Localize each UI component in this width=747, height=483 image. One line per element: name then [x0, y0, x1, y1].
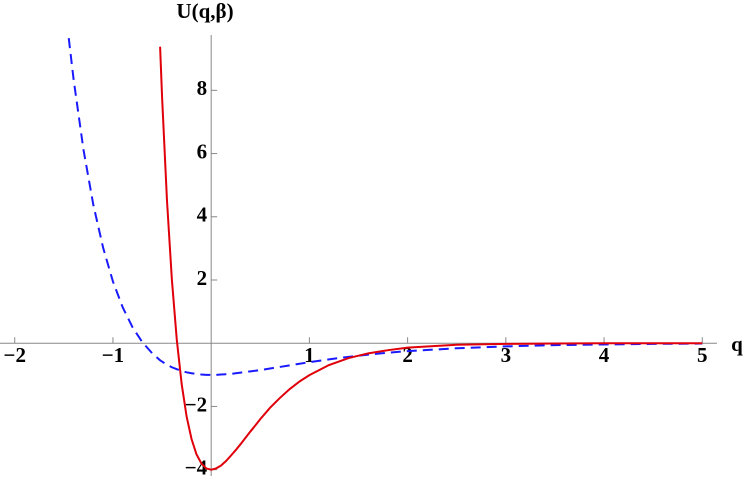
y-tick-label: −2	[185, 392, 207, 416]
series-line	[159, 46, 703, 471]
x-tick-label: −1	[102, 343, 124, 367]
y-tick-label: −4	[185, 455, 208, 479]
x-tick-label: 5	[697, 343, 708, 367]
y-axis-label: U(q,β)	[176, 0, 233, 23]
x-tick-label: 1	[304, 343, 315, 367]
y-tick-label: 6	[197, 139, 208, 163]
x-tick-label: 2	[402, 343, 413, 367]
y-tick-label: 4	[197, 203, 208, 227]
y-tick-label: 2	[197, 266, 208, 290]
x-tick-label: −2	[3, 343, 25, 367]
x-axis-label: q	[731, 332, 743, 356]
x-tick-label: 4	[599, 343, 610, 367]
series-line	[67, 38, 703, 376]
x-tick-label: 3	[501, 343, 512, 367]
y-tick-label: 8	[197, 76, 208, 100]
